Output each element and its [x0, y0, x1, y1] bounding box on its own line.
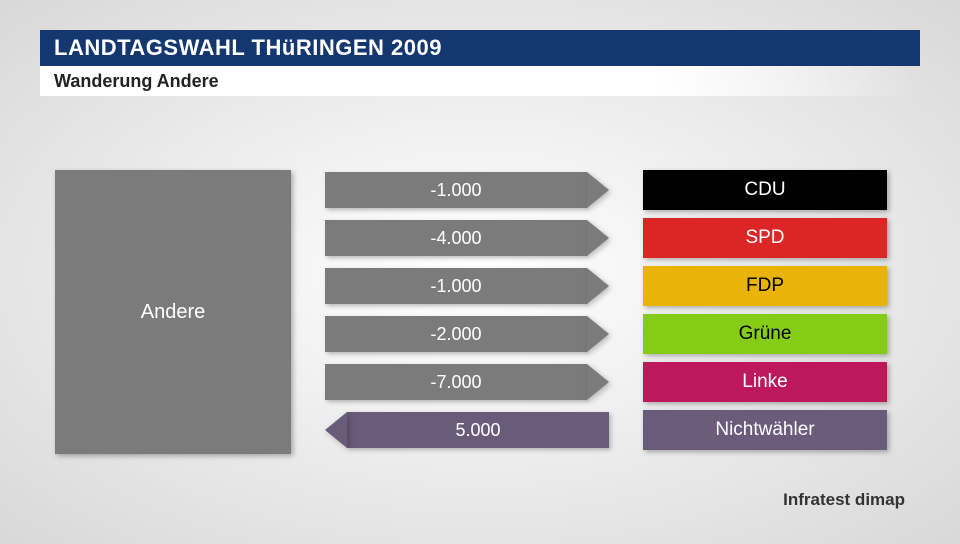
flow-arrow-left: 5.000 — [325, 412, 609, 448]
arrow-shaft: -1.000 — [325, 172, 587, 208]
source-label: Andere — [141, 301, 206, 324]
arrow-shaft: -4.000 — [325, 220, 587, 256]
flow-row: -1.000 — [325, 266, 609, 306]
flow-value: -7.000 — [430, 372, 481, 393]
flow-value: -4.000 — [430, 228, 481, 249]
flow-row: -4.000 — [325, 218, 609, 258]
party-box-spd: SPD — [643, 218, 887, 258]
party-box-linke: Linke — [643, 362, 887, 402]
arrow-head-icon — [587, 172, 609, 208]
subtitle-bar: Wanderung Andere — [40, 66, 920, 96]
flow-row: -1.000 — [325, 170, 609, 210]
flows-column: -1.000 -4.000 -1.000 -2.000 -7.000 — [325, 170, 609, 450]
party-box-nichtwaehler: Nichtwähler — [643, 410, 887, 450]
credit-text: Infratest dimap — [783, 490, 905, 510]
party-label: CDU — [744, 179, 785, 201]
party-label: SPD — [745, 227, 784, 249]
arrow-head-icon — [587, 268, 609, 304]
flow-value: -1.000 — [430, 180, 481, 201]
party-label: Linke — [742, 371, 787, 393]
flow-value: -1.000 — [430, 276, 481, 297]
subtitle-text: Wanderung Andere — [54, 71, 219, 92]
flow-row: -7.000 — [325, 362, 609, 402]
arrow-head-icon — [587, 364, 609, 400]
flow-value: 5.000 — [455, 420, 500, 441]
header-bar: LANDTAGSWAHL THüRINGEN 2009 — [40, 30, 920, 66]
header-title: LANDTAGSWAHL THüRINGEN 2009 — [54, 35, 442, 61]
flow-arrow-right: -1.000 — [325, 172, 609, 208]
party-label: Grüne — [739, 323, 792, 345]
flow-value: -2.000 — [430, 324, 481, 345]
arrow-head-icon — [325, 412, 347, 448]
flow-chart: Andere -1.000 -4.000 -1.000 -2.000 — [55, 170, 905, 450]
flow-arrow-right: -4.000 — [325, 220, 609, 256]
arrow-head-icon — [587, 220, 609, 256]
flow-arrow-right: -2.000 — [325, 316, 609, 352]
flow-row: -2.000 — [325, 314, 609, 354]
arrow-shaft: -2.000 — [325, 316, 587, 352]
source-box: Andere — [55, 170, 291, 454]
party-label: FDP — [746, 275, 784, 297]
parties-column: CDU SPD FDP Grüne Linke Nichtwähler — [643, 170, 887, 450]
flow-row: 5.000 — [325, 410, 609, 450]
party-box-gruene: Grüne — [643, 314, 887, 354]
arrow-shaft: -1.000 — [325, 268, 587, 304]
flow-arrow-right: -1.000 — [325, 268, 609, 304]
arrow-shaft: 5.000 — [347, 412, 609, 448]
party-label: Nichtwähler — [715, 419, 814, 441]
party-box-fdp: FDP — [643, 266, 887, 306]
arrow-head-icon — [587, 316, 609, 352]
flow-arrow-right: -7.000 — [325, 364, 609, 400]
arrow-shaft: -7.000 — [325, 364, 587, 400]
party-box-cdu: CDU — [643, 170, 887, 210]
